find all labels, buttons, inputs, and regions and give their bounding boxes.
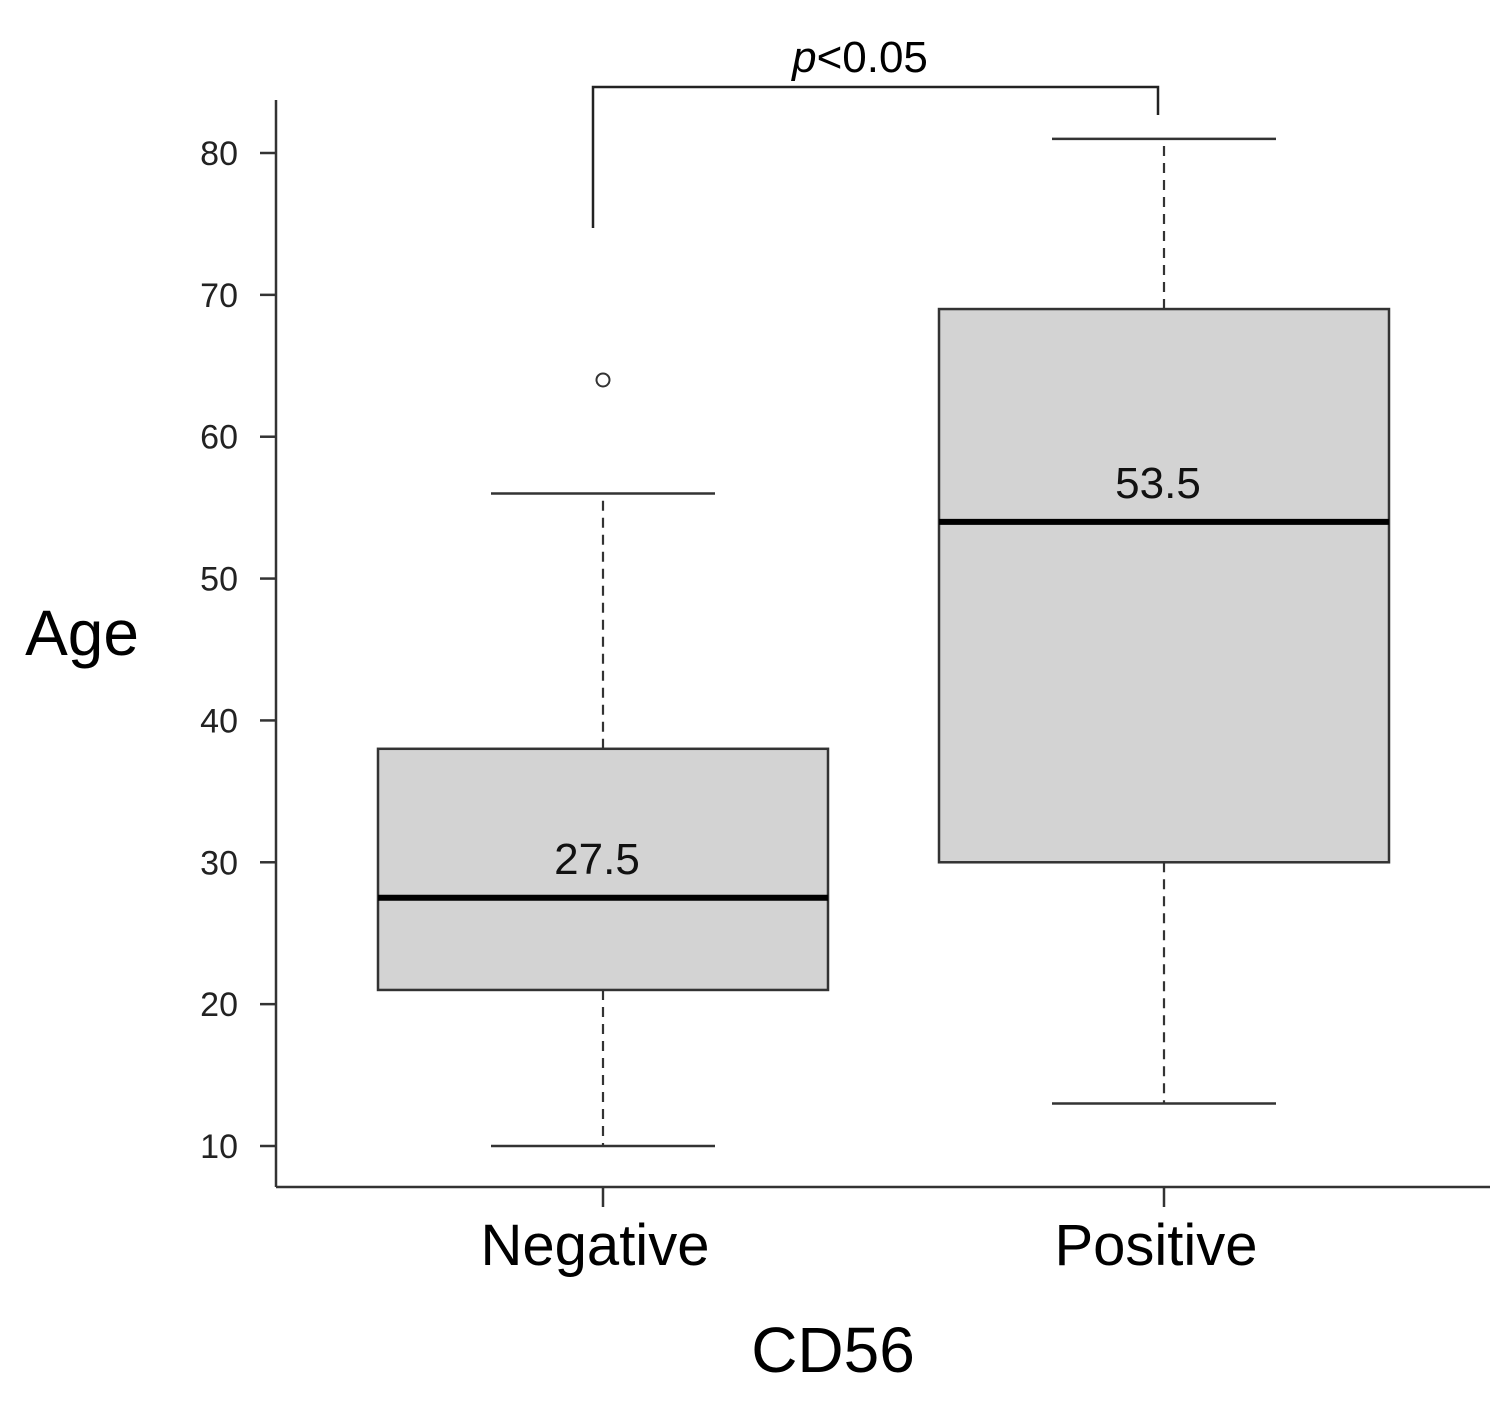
iqr-box [376,747,830,992]
iqr-box [937,307,1391,864]
axes [274,100,1490,1189]
x-tick-label: Positive [1054,1213,1257,1278]
median-label: 27.5 [554,835,640,884]
box-negative: 27.5 [376,372,830,1148]
y-tick-label: 40 [200,702,238,740]
y-tick-label: 70 [200,277,238,315]
significance-bracket-line [591,85,1160,228]
significance-label: p<0.05 [790,33,928,82]
outlier-point [595,372,611,388]
significance-bracket: p<0.05 [591,33,1160,228]
significance-threshold: <0.05 [817,33,928,82]
boxes: 27.5 53.5 [376,137,1391,1148]
y-ticks: 10 20 30 40 50 60 70 80 [200,135,276,1166]
x-tick-label: Negative [481,1213,710,1278]
x-axis-title: CD56 [751,1314,915,1386]
y-tick-label: 30 [200,844,238,882]
box-positive: 53.5 [937,137,1391,1105]
y-tick-label: 10 [200,1128,238,1166]
x-ticks: Negative Positive [481,1187,1258,1278]
y-axis-title: Age [25,597,139,669]
y-tick-label: 20 [200,986,238,1024]
significance-p: p [790,33,816,82]
y-tick-label: 50 [200,561,238,599]
median-label: 53.5 [1115,459,1201,508]
y-tick-label: 60 [200,419,238,457]
y-tick-label: 80 [200,135,238,173]
